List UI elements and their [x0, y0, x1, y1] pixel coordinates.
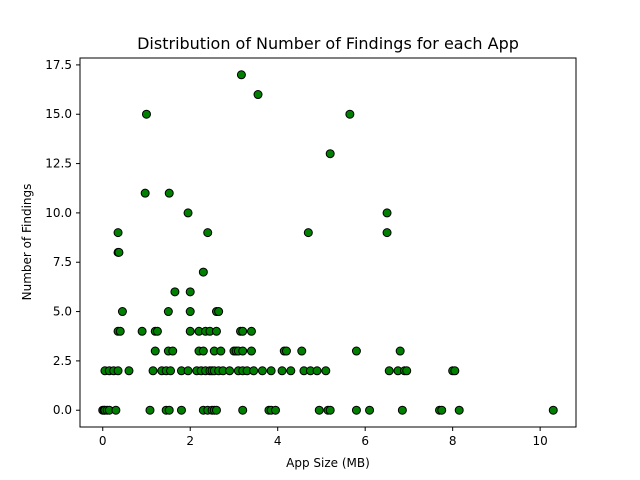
data-point: [325, 405, 335, 415]
data-point: [185, 326, 195, 336]
data-point: [312, 366, 322, 376]
data-point: [150, 346, 160, 356]
data-point: [325, 149, 335, 159]
data-point: [281, 346, 291, 356]
data-point: [114, 247, 124, 257]
data-point: [450, 366, 460, 376]
data-point: [314, 405, 324, 415]
data-point: [203, 228, 213, 238]
data-point: [297, 346, 307, 356]
chart-title: Distribution of Number of Findings for e…: [137, 34, 519, 53]
data-point: [115, 326, 125, 336]
data-point: [286, 366, 296, 376]
y-tick-label: 0.0: [53, 403, 72, 417]
data-point: [395, 346, 405, 356]
x-tick-label: 2: [186, 434, 194, 448]
y-axis-label: Number of Findings: [20, 184, 34, 301]
data-point: [137, 326, 147, 336]
data-point: [111, 405, 121, 415]
data-point: [198, 346, 208, 356]
data-point: [211, 326, 221, 336]
data-point: [384, 366, 394, 376]
data-point: [365, 405, 375, 415]
data-point: [402, 366, 412, 376]
data-point: [163, 307, 173, 317]
y-axis: 0.0 2.5 5.0 7.5 10.0 12.5 15.0 17.5: [45, 58, 80, 417]
data-point: [164, 405, 174, 415]
data-point: [238, 405, 248, 415]
data-point: [225, 366, 235, 376]
x-tick-label: 0: [99, 434, 107, 448]
data-point: [397, 405, 407, 415]
y-tick-label: 5.0: [53, 305, 72, 319]
data-point: [117, 307, 127, 317]
data-point: [246, 346, 256, 356]
data-point: [236, 70, 246, 80]
data-point: [113, 366, 123, 376]
data-point: [257, 366, 267, 376]
plot-frame: [79, 57, 577, 428]
data-point: [166, 366, 176, 376]
data-point: [168, 346, 178, 356]
data-point: [351, 405, 361, 415]
data-point: [351, 346, 361, 356]
data-point: [382, 228, 392, 238]
data-point: [271, 405, 281, 415]
data-point: [183, 366, 193, 376]
y-tick-label: 7.5: [53, 255, 72, 269]
data-point: [277, 366, 287, 376]
data-point: [303, 228, 313, 238]
data-point: [185, 287, 195, 297]
y-tick-label: 10.0: [45, 206, 72, 220]
data-point: [238, 346, 248, 356]
data-point: [176, 405, 186, 415]
data-point: [152, 326, 162, 336]
data-point: [183, 208, 193, 218]
data-point: [124, 366, 134, 376]
data-point: [253, 90, 263, 100]
data-point: [437, 405, 447, 415]
data-point: [198, 267, 208, 277]
x-axis-label: App Size (MB): [286, 456, 370, 470]
data-point: [113, 228, 123, 238]
y-tick-label: 17.5: [45, 58, 72, 72]
x-tick-label: 6: [361, 434, 369, 448]
x-tick-label: 8: [449, 434, 457, 448]
y-tick-label: 2.5: [53, 354, 72, 368]
data-point: [238, 326, 248, 336]
data-point: [140, 188, 150, 198]
data-point: [185, 307, 195, 317]
data-point: [249, 366, 259, 376]
x-axis: 0 2 4 6 8 10: [99, 427, 548, 448]
data-point: [214, 307, 224, 317]
y-tick-label: 15.0: [45, 107, 72, 121]
data-point: [170, 287, 180, 297]
data-points: [98, 70, 558, 415]
data-point: [266, 366, 276, 376]
data-point: [548, 405, 558, 415]
data-point: [454, 405, 464, 415]
data-point: [211, 405, 221, 415]
y-tick-label: 12.5: [45, 157, 72, 171]
data-point: [382, 208, 392, 218]
data-point: [141, 109, 151, 119]
data-point: [145, 405, 155, 415]
x-tick-label: 10: [532, 434, 547, 448]
data-point: [246, 326, 256, 336]
x-tick-label: 4: [274, 434, 282, 448]
data-point: [345, 109, 355, 119]
data-point: [164, 188, 174, 198]
data-point: [148, 366, 158, 376]
data-point: [321, 366, 331, 376]
data-point: [216, 346, 226, 356]
